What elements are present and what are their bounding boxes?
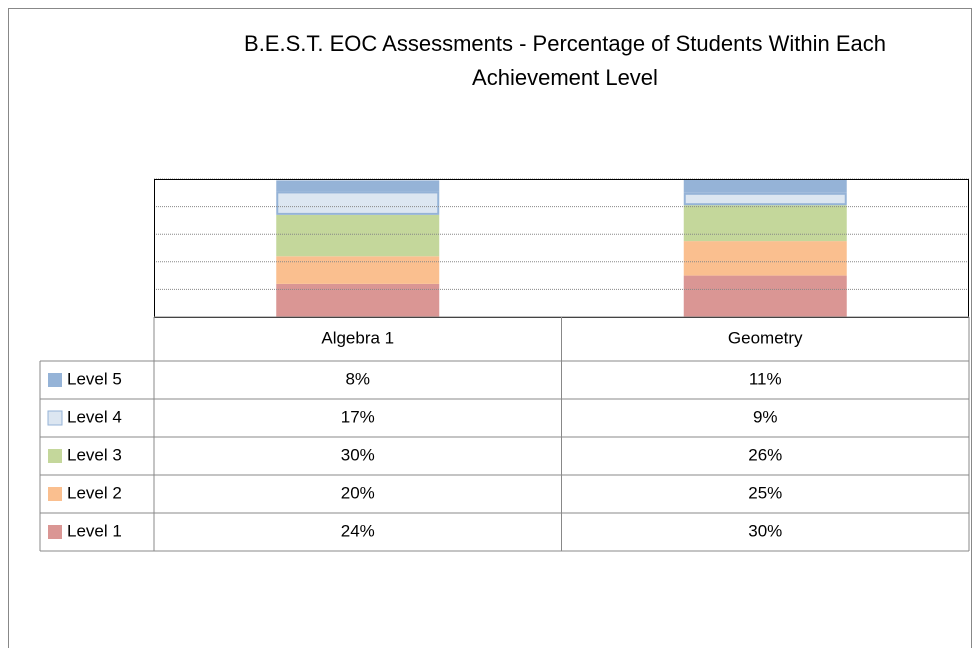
bar-segment [276,256,440,284]
legend-key [48,449,62,463]
table-header: Algebra 1 [321,328,394,347]
table-value: 25% [748,483,782,502]
table-value: 8% [345,369,370,388]
bar-segment [683,192,847,206]
table-value: 11% [749,369,782,388]
bar-segment [683,205,847,242]
legend-key [48,373,62,387]
bar-segment [276,180,440,192]
chart-title: B.E.S.T. EOC Assessments - Percentage of… [244,31,886,90]
legend-key [48,487,62,501]
bar-segment [276,191,440,215]
table-value: 30% [341,445,375,464]
legend-key [48,525,62,539]
legend-label: Level 4 [67,407,122,426]
chart-frame [8,8,972,648]
bar-segment [276,283,440,317]
table-value: 24% [341,521,375,540]
legend-label: Level 3 [67,445,122,464]
table-header: Geometry [728,328,803,347]
table-value: 20% [341,483,375,502]
table-value: 17% [341,407,375,426]
table-value: 30% [748,521,782,540]
legend-key [47,410,63,426]
bar-segment [683,179,847,193]
legend-label: Level 1 [67,521,122,540]
legend-label: Level 2 [67,483,122,502]
bar-segment [683,241,847,276]
bar-segment [683,275,847,317]
bar-segment [276,214,440,257]
legend-label: Level 5 [67,369,122,388]
table-value: 9% [753,407,778,426]
plot-area [276,179,847,317]
table-value: 26% [748,445,782,464]
